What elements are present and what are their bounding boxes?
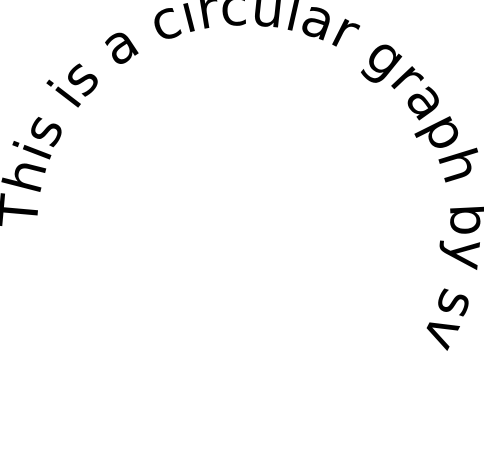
dotted-trail: ........ — [0, 0, 8, 13]
circular-text: This is a circular graph by svg........ — [0, 0, 484, 361]
circular-text-content: This is a circular graph by svg — [0, 0, 484, 361]
circular-text-path: This is a circular graph by svg........ — [0, 0, 484, 361]
